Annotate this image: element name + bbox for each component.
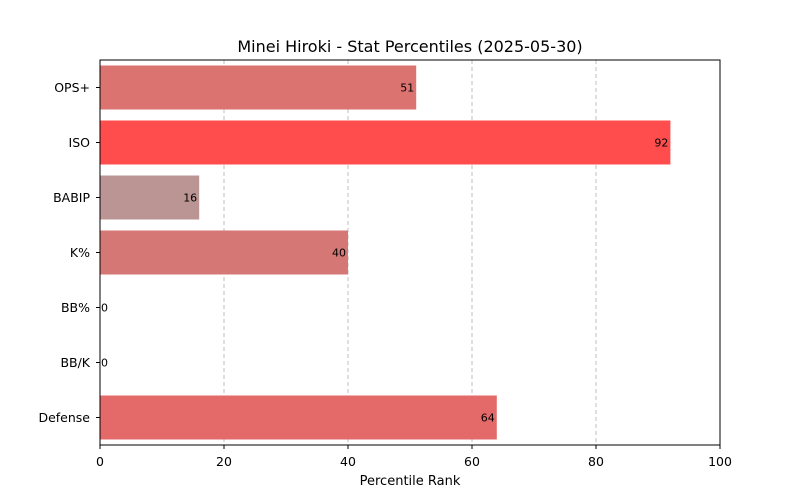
y-tick-label: ISO bbox=[69, 135, 91, 150]
bar-value-label: 64 bbox=[481, 412, 495, 425]
bar-value-label: 92 bbox=[654, 137, 668, 150]
bar-value-labels: 51 92 16 40 0 0 64 bbox=[101, 82, 668, 425]
x-tick-label: 0 bbox=[96, 454, 104, 469]
y-tick-label: Defense bbox=[38, 410, 90, 425]
y-tick-label: BABIP bbox=[53, 190, 90, 205]
x-tick-label: 60 bbox=[464, 454, 480, 469]
bar-value-label: 0 bbox=[101, 357, 108, 370]
y-axis-ticks: OPS+ ISO BABIP K% BB% BB/K Defense bbox=[38, 80, 100, 425]
bar-babip bbox=[100, 175, 200, 220]
x-tick-label: 40 bbox=[340, 454, 356, 469]
x-tick-label: 80 bbox=[588, 454, 604, 469]
x-tick-label: 20 bbox=[216, 454, 232, 469]
chart-title: Minei Hiroki - Stat Percentiles (2025-05… bbox=[237, 37, 582, 56]
y-tick-label: K% bbox=[70, 245, 90, 260]
x-axis-ticks: 0 20 40 60 80 100 bbox=[96, 445, 732, 469]
y-tick-label: OPS+ bbox=[54, 80, 90, 95]
bar-value-label: 0 bbox=[101, 302, 108, 315]
bar-value-label: 16 bbox=[183, 192, 197, 205]
y-tick-label: BB% bbox=[61, 300, 90, 315]
y-tick-label: BB/K bbox=[60, 355, 90, 370]
bar-defense bbox=[100, 395, 497, 440]
bar-ops bbox=[100, 65, 417, 110]
bar-value-label: 51 bbox=[400, 82, 414, 95]
bar-iso bbox=[100, 120, 671, 165]
x-tick-label: 100 bbox=[708, 454, 732, 469]
x-axis-label: Percentile Rank bbox=[360, 474, 461, 489]
bar-value-label: 40 bbox=[332, 247, 346, 260]
bar-k bbox=[100, 230, 348, 275]
bars bbox=[100, 65, 671, 440]
